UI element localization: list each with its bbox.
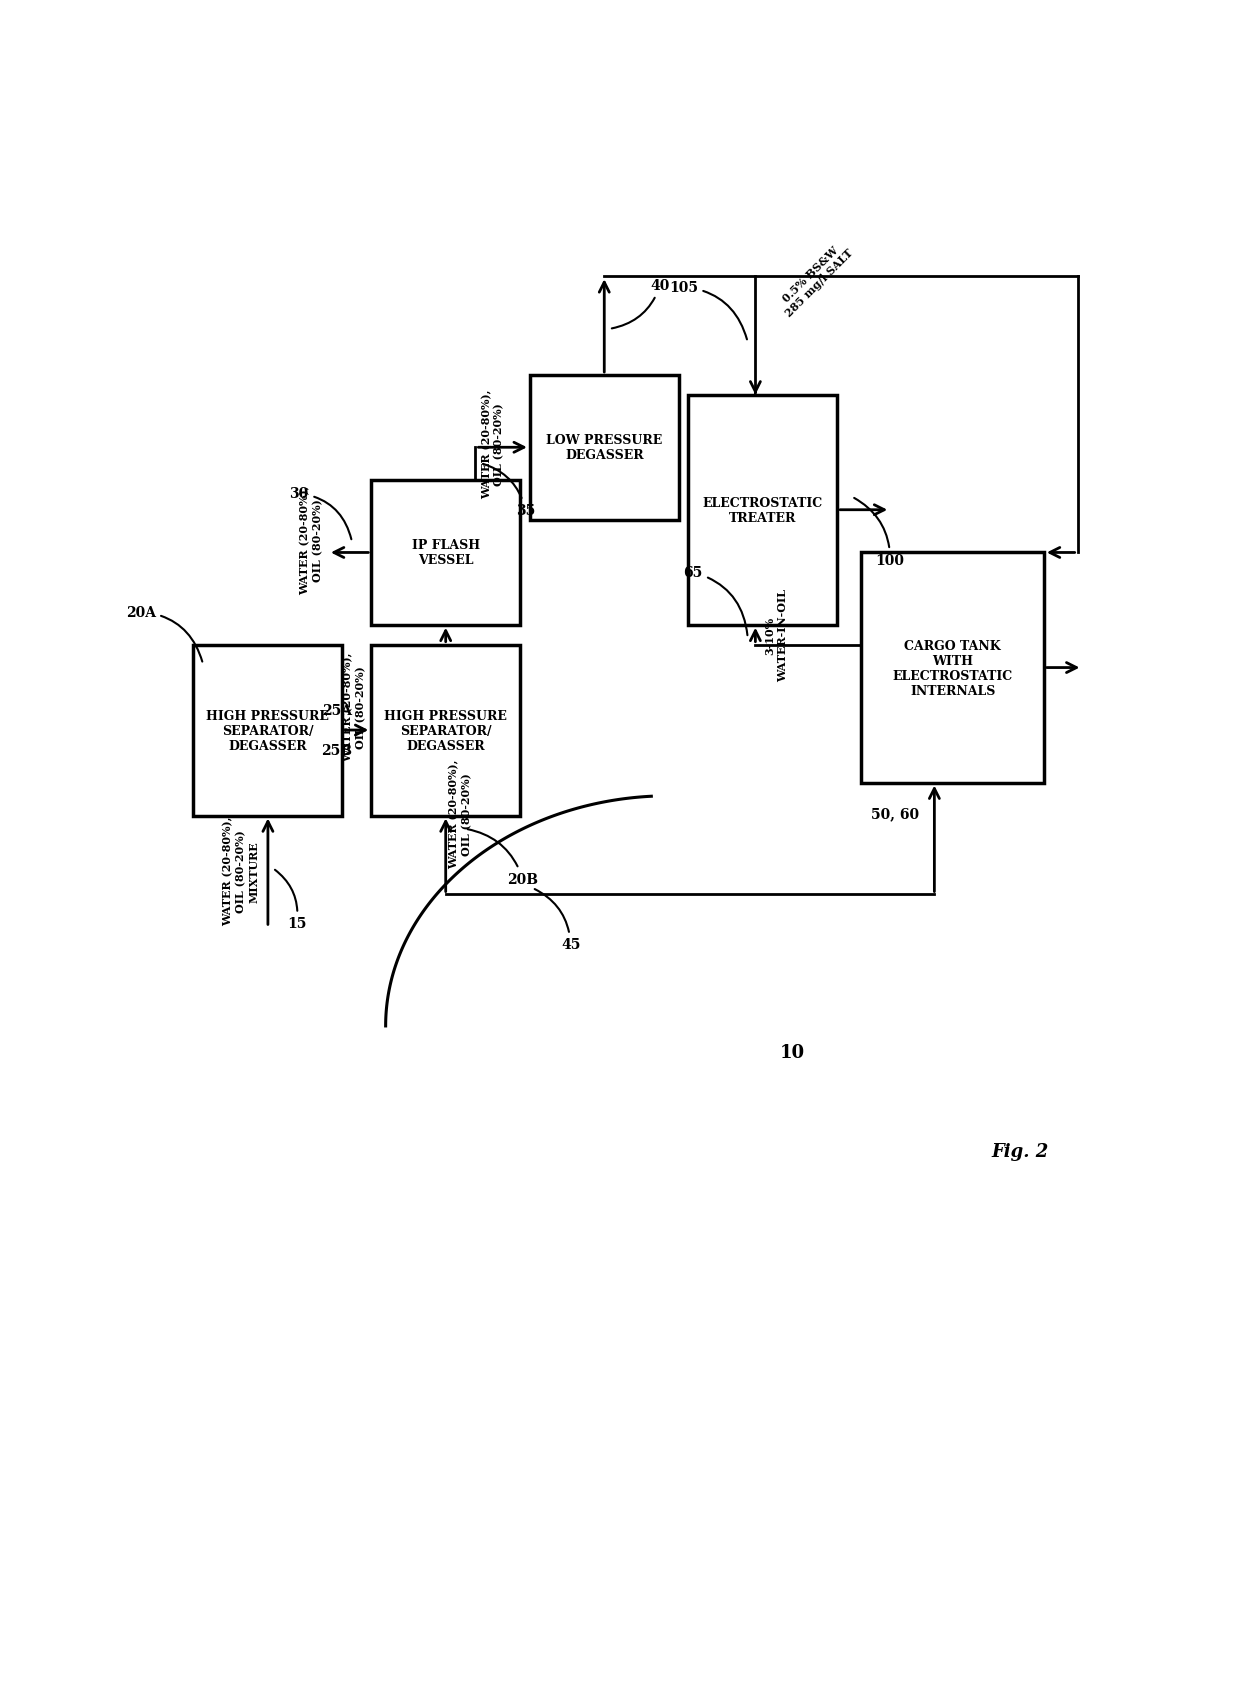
Text: WATER (20-80%),
OIL (80-20%): WATER (20-80%), OIL (80-20%)	[448, 760, 472, 869]
Bar	[529, 376, 678, 521]
Text: WATER (20-80%),
OIL (80-20%): WATER (20-80%), OIL (80-20%)	[342, 652, 366, 761]
Text: Fig. 2: Fig. 2	[991, 1142, 1048, 1161]
Text: 35: 35	[482, 464, 536, 519]
Text: CARGO TANK
WITH
ELECTROSTATIC
INTERNALS: CARGO TANK WITH ELECTROSTATIC INTERNALS	[893, 638, 1013, 696]
Text: 25B: 25B	[321, 744, 352, 758]
Text: 25A: 25A	[322, 703, 352, 717]
Text: 30: 30	[289, 486, 351, 539]
Bar	[371, 481, 521, 625]
Text: 15: 15	[275, 871, 306, 930]
Bar	[193, 645, 342, 816]
Text: 20A: 20A	[125, 606, 202, 662]
Text: WATER (20-80%),
OIL (80-20%): WATER (20-80%), OIL (80-20%)	[481, 389, 505, 498]
Bar	[371, 645, 521, 816]
Text: 105: 105	[668, 280, 746, 340]
Text: 45: 45	[534, 889, 580, 953]
Text: 20B: 20B	[467, 830, 538, 886]
Bar	[688, 396, 837, 625]
Text: 40: 40	[611, 280, 670, 329]
Text: 3-10%
WATER-IN-OIL: 3-10% WATER-IN-OIL	[765, 589, 789, 681]
Text: 50, 60: 50, 60	[870, 807, 919, 821]
Text: WATER (20-80%),
OIL (80-20%)
MIXTURE: WATER (20-80%), OIL (80-20%) MIXTURE	[223, 816, 259, 925]
Text: HIGH PRESSURE
SEPARATOR/
DEGASSER: HIGH PRESSURE SEPARATOR/ DEGASSER	[384, 708, 507, 753]
Text: IP FLASH
VESSEL: IP FLASH VESSEL	[412, 539, 480, 567]
Text: ELECTROSTATIC
TREATER: ELECTROSTATIC TREATER	[703, 497, 823, 524]
Text: LOW PRESSURE
DEGASSER: LOW PRESSURE DEGASSER	[546, 434, 662, 463]
Bar	[862, 553, 1044, 784]
Text: 100: 100	[854, 498, 905, 567]
Text: 0.5% BS&W
285 mg/l SALT: 0.5% BS&W 285 mg/l SALT	[775, 239, 856, 319]
Text: 65: 65	[683, 567, 748, 635]
Text: WATER (20-80%),
OIL (80-20%): WATER (20-80%), OIL (80-20%)	[300, 485, 324, 594]
Text: 10: 10	[780, 1043, 805, 1062]
Text: HIGH PRESSURE
SEPARATOR/
DEGASSER: HIGH PRESSURE SEPARATOR/ DEGASSER	[207, 708, 330, 753]
